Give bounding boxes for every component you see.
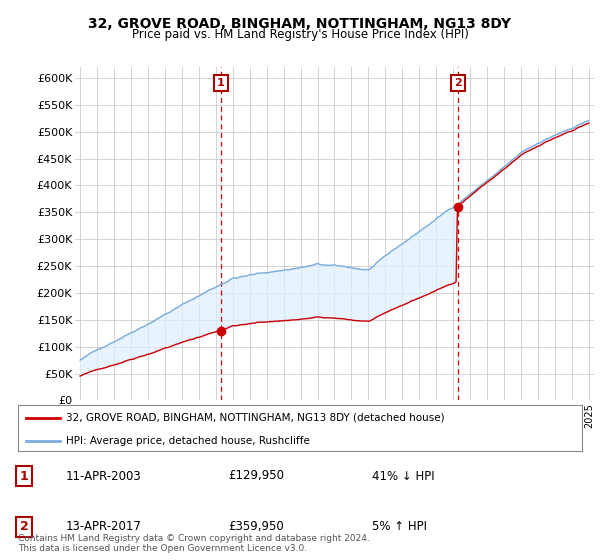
Text: 32, GROVE ROAD, BINGHAM, NOTTINGHAM, NG13 8DY: 32, GROVE ROAD, BINGHAM, NOTTINGHAM, NG1… bbox=[89, 17, 511, 31]
Text: HPI: Average price, detached house, Rushcliffe: HPI: Average price, detached house, Rush… bbox=[66, 436, 310, 446]
Text: Contains HM Land Registry data © Crown copyright and database right 2024.
This d: Contains HM Land Registry data © Crown c… bbox=[18, 534, 370, 553]
Text: £129,950: £129,950 bbox=[228, 469, 284, 483]
Text: £359,950: £359,950 bbox=[228, 520, 284, 534]
Text: 1: 1 bbox=[20, 469, 28, 483]
Text: 5% ↑ HPI: 5% ↑ HPI bbox=[372, 520, 427, 534]
Text: 32, GROVE ROAD, BINGHAM, NOTTINGHAM, NG13 8DY (detached house): 32, GROVE ROAD, BINGHAM, NOTTINGHAM, NG1… bbox=[66, 413, 445, 423]
Text: Price paid vs. HM Land Registry's House Price Index (HPI): Price paid vs. HM Land Registry's House … bbox=[131, 28, 469, 41]
Text: 2: 2 bbox=[20, 520, 28, 534]
Text: 1: 1 bbox=[217, 78, 224, 88]
Text: 11-APR-2003: 11-APR-2003 bbox=[66, 469, 142, 483]
Text: 41% ↓ HPI: 41% ↓ HPI bbox=[372, 469, 434, 483]
Text: 13-APR-2017: 13-APR-2017 bbox=[66, 520, 142, 534]
Text: 2: 2 bbox=[454, 78, 462, 88]
